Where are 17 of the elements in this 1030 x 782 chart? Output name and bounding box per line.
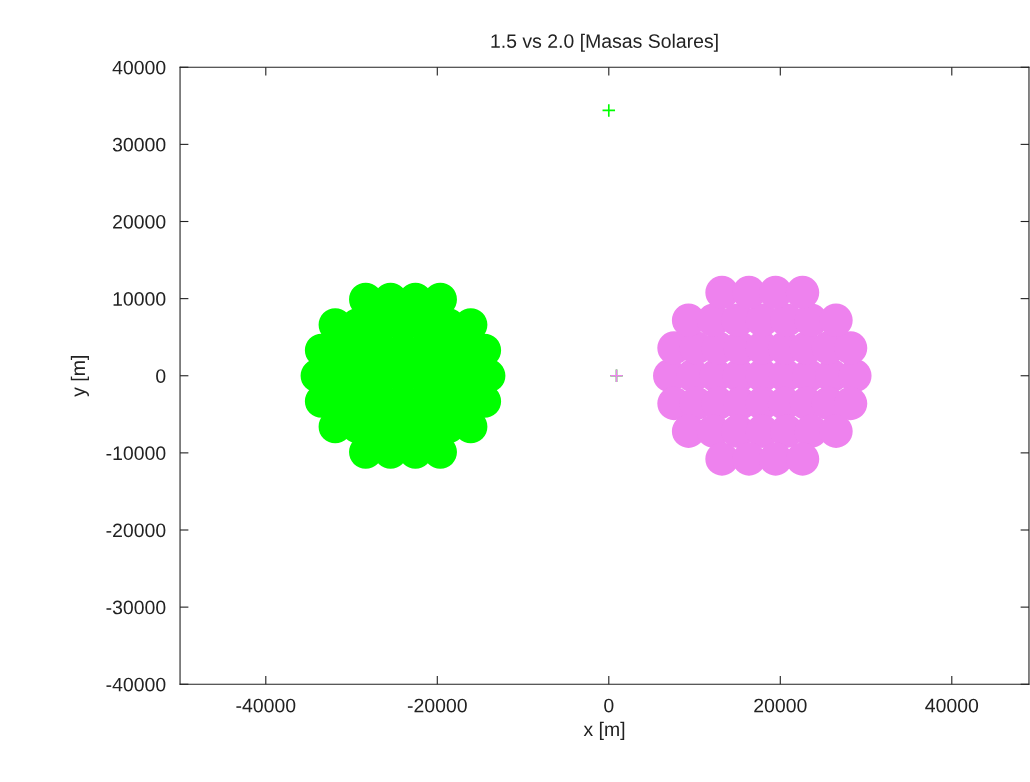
chart-title: 1.5 vs 2.0 [Masas Solares] <box>491 33 718 52</box>
y-tick-label: 10000 <box>113 292 166 306</box>
y-tick-label: -20000 <box>106 523 166 538</box>
y-tick-label: 30000 <box>112 137 166 152</box>
x-tick-label: -20000 <box>407 698 467 713</box>
y-tick-label: -10000 <box>106 446 166 461</box>
x-tick-label: -40000 <box>236 698 296 713</box>
x-tick-label: 40000 <box>925 698 979 713</box>
x-tick-label: 20000 <box>754 698 807 713</box>
y-tick-label: 20000 <box>113 214 166 229</box>
y-tick-label: -40000 <box>106 677 166 692</box>
y-tick-label: 40000 <box>112 60 166 75</box>
x-tick-label: 0 <box>604 698 614 713</box>
x-axis-title: x [m] <box>583 721 625 740</box>
y-tick-label: 0 <box>156 369 166 383</box>
y-tick-label: -30000 <box>106 600 166 615</box>
y-axis-title: y [m] <box>70 356 89 397</box>
